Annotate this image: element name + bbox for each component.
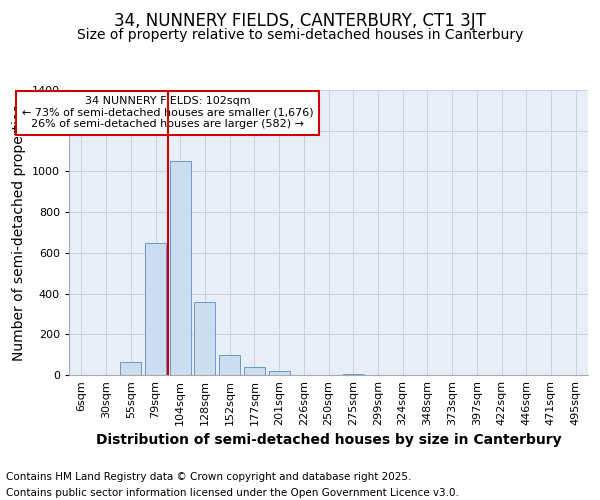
- Y-axis label: Number of semi-detached properties: Number of semi-detached properties: [12, 104, 26, 361]
- Bar: [145, 242, 166, 375]
- Text: Contains public sector information licensed under the Open Government Licence v3: Contains public sector information licen…: [6, 488, 459, 498]
- Bar: [194, 302, 215, 375]
- Text: Size of property relative to semi-detached houses in Canterbury: Size of property relative to semi-detach…: [77, 28, 523, 42]
- Bar: [269, 371, 290, 375]
- Bar: [170, 161, 191, 375]
- Bar: [219, 354, 240, 375]
- Text: Contains HM Land Registry data © Crown copyright and database right 2025.: Contains HM Land Registry data © Crown c…: [6, 472, 412, 482]
- X-axis label: Distribution of semi-detached houses by size in Canterbury: Distribution of semi-detached houses by …: [95, 434, 562, 448]
- Bar: [244, 367, 265, 375]
- Bar: [120, 362, 141, 375]
- Text: 34 NUNNERY FIELDS: 102sqm
← 73% of semi-detached houses are smaller (1,676)
26% : 34 NUNNERY FIELDS: 102sqm ← 73% of semi-…: [22, 96, 314, 130]
- Text: 34, NUNNERY FIELDS, CANTERBURY, CT1 3JT: 34, NUNNERY FIELDS, CANTERBURY, CT1 3JT: [114, 12, 486, 30]
- Bar: [343, 374, 364, 375]
